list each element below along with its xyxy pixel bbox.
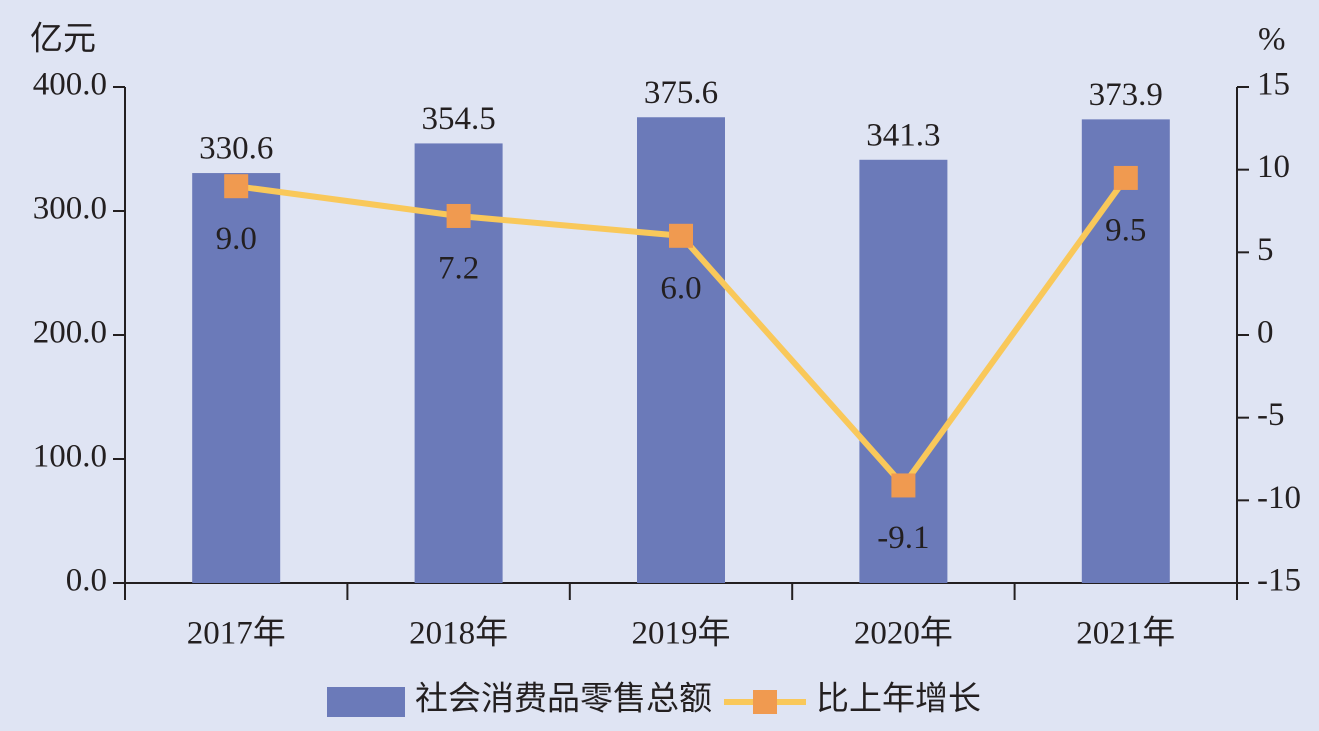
y-tick-label: 200.0 [33,315,107,351]
bar [1081,119,1170,583]
line-value-label: 9.0 [216,221,257,257]
bar [859,159,948,583]
x-tick-label: 2020年 [854,615,953,652]
marker [446,203,471,228]
legend-swatch [327,687,405,717]
x-tick-label: 2019年 [632,615,731,652]
y-tick-label: 100.0 [33,439,107,475]
x-tick-label: 2017年 [187,615,286,652]
line-value-label: 9.5 [1105,213,1146,249]
bar-value-label: 354.5 [421,101,495,137]
bar-value-label: 341.3 [866,117,940,153]
line-value-label: -9.1 [877,520,929,556]
y2-tick-label: 10 [1257,149,1290,185]
y2-tick-label: -15 [1257,563,1301,599]
y-tick-label: 300.0 [33,191,107,227]
bar [637,117,725,584]
marker [224,174,249,199]
y2-tick-label: 0 [1257,315,1274,351]
y2-tick-label: -5 [1257,397,1285,433]
y-tick-label: 0.0 [66,563,107,599]
y2-tick-label: 15 [1257,67,1290,103]
marker [1113,165,1138,190]
x-tick-label: 2021年 [1076,615,1175,652]
y-tick-label: 400.0 [33,67,107,103]
bar-value-label: 330.6 [199,131,273,167]
bar-value-label: 373.9 [1089,77,1163,113]
line-value-label: 6.0 [660,270,701,306]
x-tick-label: 2018年 [409,615,508,652]
line-value-label: 7.2 [438,251,479,287]
legend-marker [753,690,777,714]
legend-label: 社会消费品零售总额 [415,681,712,718]
y-axis-label: 亿元 [30,22,96,58]
legend-label: 比上年增长 [816,681,981,718]
y2-axis-label: % [1258,22,1286,58]
bar [192,173,281,583]
y2-tick-label: -10 [1257,480,1301,516]
bar-value-label: 375.6 [644,75,718,111]
y2-tick-label: 5 [1257,232,1274,268]
marker [891,473,916,498]
marker [669,223,693,248]
